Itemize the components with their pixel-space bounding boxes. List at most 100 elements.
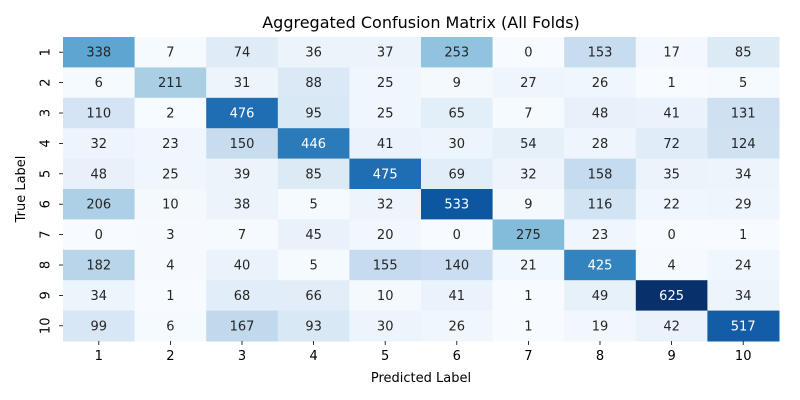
- heatmap-cell-5-8: [564, 158, 637, 190]
- cell-value-7-7: 275: [516, 228, 541, 243]
- heatmap-cell-1-4: [277, 37, 350, 68]
- cell-value-3-2: 2: [166, 107, 174, 122]
- cell-value-4-8: 28: [592, 137, 609, 152]
- heatmap-cell-1-5: [349, 37, 422, 68]
- cell-value-6-4: 5: [309, 198, 317, 213]
- heatmap-cell-6-8: [564, 189, 637, 220]
- cell-value-3-3: 476: [230, 107, 255, 122]
- heatmap-cell-5-1: [63, 158, 136, 190]
- cell-value-2-3: 31: [234, 76, 251, 91]
- y-tick-label-1: 1: [39, 48, 54, 56]
- cell-value-2-8: 26: [592, 76, 609, 91]
- heatmap-cell-8-6: [421, 249, 494, 281]
- chart-title: Aggregated Confusion Matrix (All Folds): [262, 13, 580, 32]
- cell-value-10-6: 26: [449, 319, 466, 334]
- heatmap-cell-9-5: [349, 280, 422, 312]
- heatmap-cell-5-10: [707, 158, 780, 190]
- heatmap-cell-2-7: [492, 67, 565, 99]
- cell-value-9-9: 625: [659, 289, 684, 304]
- heatmap-cell-2-10: [707, 67, 780, 99]
- cell-value-10-3: 167: [230, 319, 255, 334]
- heatmap-cell-6-6: [421, 189, 494, 220]
- y-tick-label-8: 8: [39, 261, 54, 269]
- cell-value-9-2: 1: [166, 289, 174, 304]
- heatmap-cell-9-1: [63, 280, 136, 312]
- cell-value-2-7: 27: [520, 76, 537, 91]
- x-tick-label-10: 10: [735, 349, 752, 364]
- cell-value-7-6: 0: [453, 228, 461, 243]
- cell-value-2-9: 1: [667, 76, 675, 91]
- cell-value-9-1: 34: [91, 289, 108, 304]
- y-tick-label-5: 5: [39, 170, 54, 178]
- heatmap-cell-8-2: [134, 249, 207, 281]
- cell-value-8-2: 4: [166, 259, 174, 274]
- cell-value-10-8: 19: [592, 319, 609, 334]
- cell-value-10-2: 6: [166, 319, 174, 334]
- cell-value-3-9: 41: [663, 107, 680, 122]
- cell-value-2-10: 5: [739, 76, 747, 91]
- x-tick-label-9: 9: [667, 349, 675, 364]
- y-tick-label-9: 9: [39, 291, 54, 299]
- heatmap-cell-6-3: [206, 189, 279, 220]
- cell-value-7-5: 20: [377, 228, 394, 243]
- heatmap-cell-1-3: [206, 37, 279, 68]
- heatmap-cell-6-7: [492, 189, 565, 220]
- cell-value-3-1: 110: [86, 107, 111, 122]
- heatmap-cell-6-1: [63, 189, 136, 220]
- heatmap-cell-7-8: [564, 219, 637, 251]
- cell-value-9-3: 68: [234, 289, 251, 304]
- cell-value-1-3: 74: [234, 46, 251, 61]
- cell-value-6-2: 10: [162, 198, 179, 213]
- heatmap-cell-1-2: [134, 37, 207, 68]
- cell-value-5-4: 85: [305, 167, 322, 182]
- cell-value-5-9: 35: [663, 167, 680, 182]
- heatmap-cell-10-5: [349, 310, 422, 342]
- cell-value-4-1: 32: [91, 137, 108, 152]
- heatmap-cell-10-2: [134, 310, 207, 342]
- cell-value-8-6: 140: [444, 259, 469, 274]
- heatmap-cell-2-2: [134, 67, 207, 99]
- heatmap-cell-2-3: [206, 67, 279, 99]
- cell-value-6-8: 116: [588, 198, 613, 213]
- cell-value-4-6: 30: [449, 137, 466, 152]
- heatmap-cell-5-6: [421, 158, 494, 190]
- cell-value-1-8: 153: [588, 46, 613, 61]
- heatmap-cell-8-4: [277, 249, 350, 281]
- cell-value-8-7: 21: [520, 259, 537, 274]
- heatmap-cell-4-9: [635, 128, 708, 160]
- cell-value-6-9: 22: [663, 198, 680, 213]
- heatmap-cell-7-7: [492, 219, 565, 251]
- cell-value-7-10: 1: [739, 228, 747, 243]
- heatmap-cell-2-1: [63, 67, 136, 99]
- cell-value-1-9: 17: [663, 46, 680, 61]
- heatmap-cell-8-3: [206, 249, 279, 281]
- heatmap-cell-5-5: [349, 158, 422, 190]
- cell-value-6-5: 32: [377, 198, 394, 213]
- cell-value-6-6: 533: [444, 198, 469, 213]
- cell-value-3-8: 48: [592, 107, 609, 122]
- y-axis-ticks: 1 2 3 4 5 6 7 8 9 10: [39, 48, 63, 334]
- heatmap-cell-9-10: [707, 280, 780, 312]
- heatmap-cell-9-4: [277, 280, 350, 312]
- heatmap-cell-5-2: [134, 158, 207, 190]
- y-tick-label-2: 2: [39, 78, 54, 86]
- heatmap-cell-9-8: [564, 280, 637, 312]
- heatmap-cell-9-9: [635, 280, 708, 312]
- heatmap-cell-1-10: [707, 37, 780, 68]
- heatmap-cell-7-10: [707, 219, 780, 251]
- cell-value-5-6: 69: [449, 167, 466, 182]
- cell-value-9-4: 66: [305, 289, 322, 304]
- heatmap-cell-10-3: [206, 310, 279, 342]
- cell-value-4-2: 23: [162, 137, 179, 152]
- heatmap-cell-7-1: [63, 219, 136, 251]
- x-tick-label-7: 7: [524, 349, 532, 364]
- cell-value-4-7: 54: [520, 137, 537, 152]
- y-tick-label-6: 6: [39, 200, 54, 208]
- heatmap-cell-2-5: [349, 67, 422, 99]
- cell-value-8-10: 24: [735, 259, 752, 274]
- cell-value-8-3: 40: [234, 259, 251, 274]
- cell-value-8-1: 182: [86, 259, 111, 274]
- cell-value-7-1: 0: [95, 228, 103, 243]
- cell-value-10-9: 42: [663, 319, 680, 334]
- cell-value-7-4: 45: [305, 228, 322, 243]
